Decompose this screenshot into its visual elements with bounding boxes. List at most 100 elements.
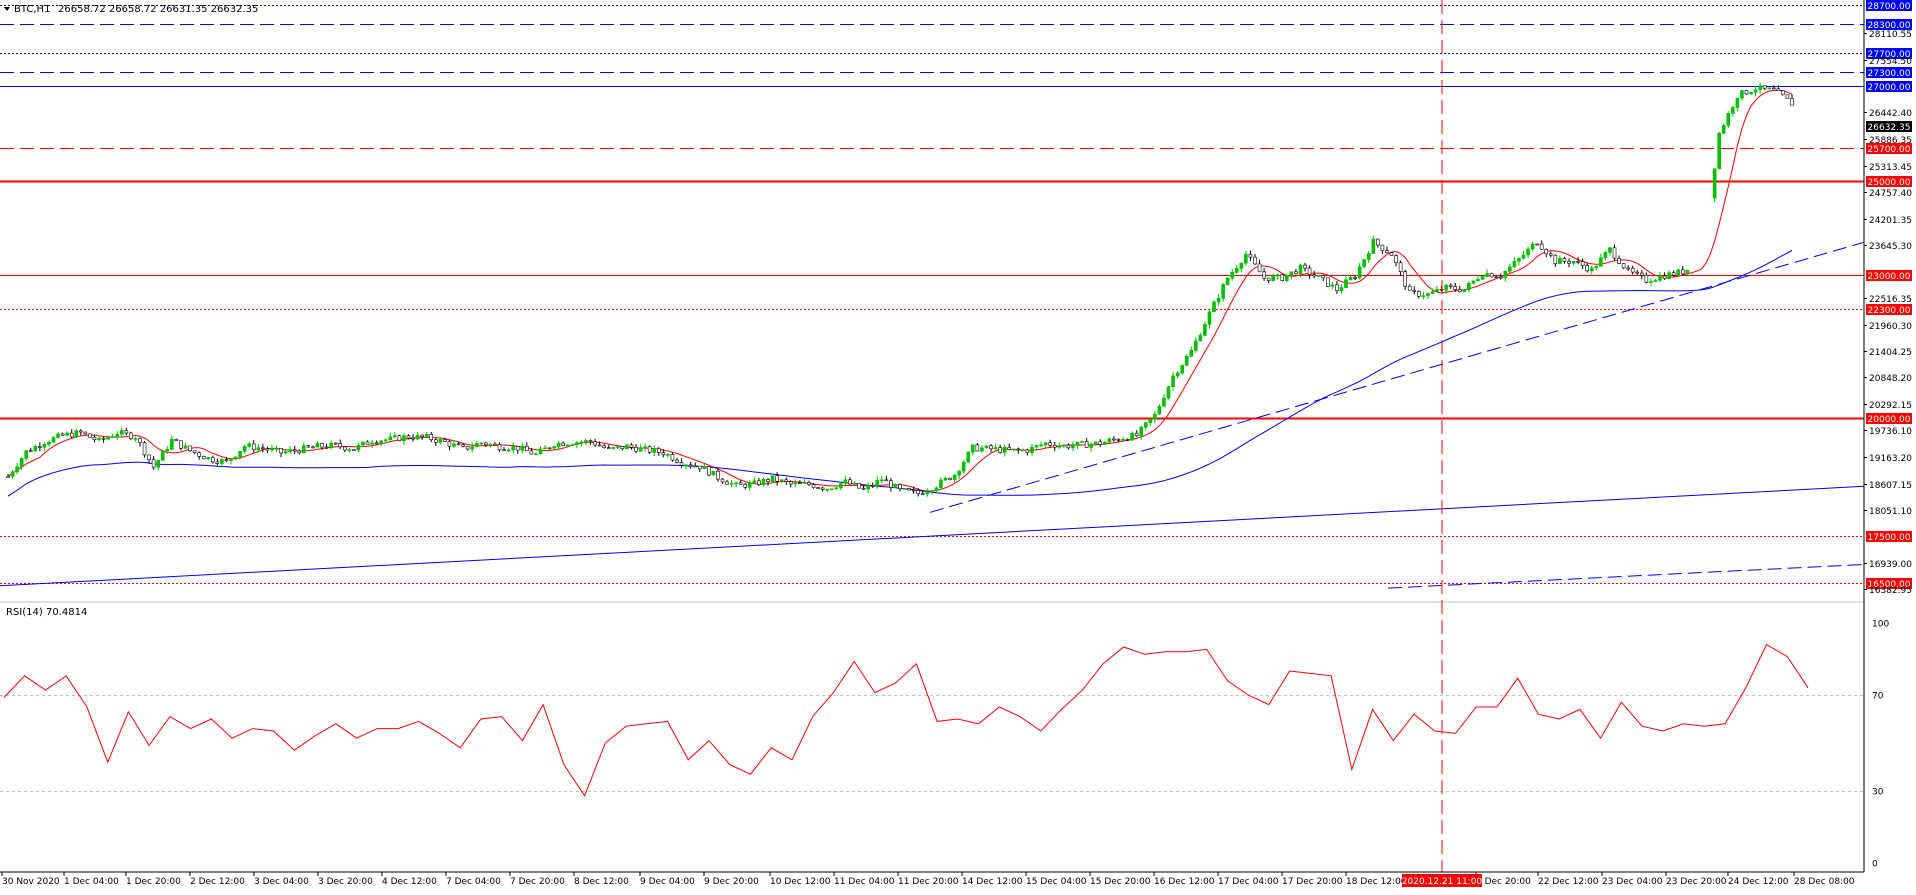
time-tick-label: 23 Dec 04:00 — [1602, 877, 1663, 887]
candle-body — [538, 448, 543, 454]
candle-body — [151, 459, 156, 468]
candle-body — [1589, 267, 1594, 272]
rsi-panel[interactable]: RSI(14) 70.4814 — [0, 607, 1864, 797]
candle-body — [60, 433, 65, 436]
candle-body — [19, 458, 24, 468]
time-tick-label: 18 Dec 12:00 — [1346, 877, 1407, 887]
time-tick-label: 3 Dec 04:00 — [254, 877, 309, 887]
candle-body — [1294, 271, 1298, 275]
rsi-tick-label: 70 — [1872, 692, 1884, 702]
candle-body — [561, 442, 566, 446]
candle-body — [397, 435, 402, 442]
candle-body — [1771, 87, 1776, 90]
candle-body — [1057, 445, 1062, 448]
candle-body — [388, 436, 393, 440]
time-axis[interactable]: 30 Nov 2020 1 Dec 04:00 1 Dec 20:00 2 Dec 1… — [1, 872, 1855, 887]
candle-body — [748, 482, 752, 488]
candle-body — [101, 437, 106, 440]
level-price-tag — [1866, 176, 1912, 187]
candle-body — [411, 437, 415, 440]
candle-body — [197, 452, 201, 457]
price-panel[interactable] — [0, 5, 1865, 589]
candle-body — [1612, 247, 1617, 259]
candle-body — [1649, 281, 1653, 283]
candle-body — [1198, 335, 1203, 342]
candle-body — [1021, 449, 1025, 452]
candle-body — [1721, 125, 1726, 134]
candle-body — [415, 434, 420, 440]
candle-body — [702, 466, 707, 470]
collapse-triangle-icon[interactable] — [4, 7, 10, 11]
candle-body — [210, 457, 215, 463]
candle-body — [379, 440, 383, 444]
candle-body — [584, 440, 588, 443]
crosshair-time-box — [1402, 874, 1482, 887]
candle-body — [1203, 324, 1207, 336]
candle-body — [1521, 254, 1526, 259]
candle-body — [420, 434, 424, 437]
candle-body — [224, 459, 229, 461]
candle-body — [848, 479, 852, 485]
candle-body — [1744, 90, 1749, 95]
price-tick-label: 24201.35 — [1869, 216, 1912, 226]
candle-body — [292, 449, 297, 452]
price-tick-label: 19163.20 — [1869, 454, 1912, 464]
candle-body — [1321, 275, 1326, 279]
candle-body — [861, 487, 866, 490]
level-price-tag — [1866, 578, 1912, 589]
level-price-tag — [1866, 0, 1912, 11]
candle-body — [1275, 274, 1280, 277]
candle-body — [879, 479, 884, 482]
price-tick-label: 28110.55 — [1869, 30, 1912, 40]
candle-body — [811, 484, 816, 488]
candle-body — [1426, 293, 1430, 297]
candle-body — [1644, 274, 1649, 283]
candle-body — [729, 482, 734, 485]
level-price-label: 22300.00 — [1868, 306, 1911, 316]
symbol-label: BTC,H1 — [14, 4, 50, 15]
candle-body — [1366, 253, 1371, 260]
candle-body — [920, 493, 925, 495]
candle-body — [1234, 268, 1239, 273]
candle-body — [115, 433, 120, 437]
candle-body — [1244, 253, 1248, 264]
candle-body — [707, 466, 711, 476]
candle-body — [1776, 88, 1781, 92]
candle-body — [779, 479, 784, 482]
price-axis[interactable]: 28700.00 28300.00 27700.00 27300.00 27000.00… — [1864, 0, 1912, 596]
candle-body — [720, 478, 725, 483]
price-tick-label: 22516.35 — [1869, 295, 1912, 305]
candle-body — [798, 482, 802, 485]
candle-body — [383, 439, 388, 442]
candle-body — [1731, 107, 1735, 114]
price-tick-label: 21404.25 — [1869, 348, 1912, 358]
candle-body — [1508, 266, 1512, 272]
candle-body — [1530, 243, 1535, 250]
candle-body — [643, 446, 647, 449]
candle-body — [1480, 275, 1485, 280]
candle-body — [342, 446, 347, 451]
candle-body — [1180, 364, 1184, 374]
candle-body — [543, 447, 547, 450]
candle-body — [989, 445, 993, 450]
time-tick-label: 10 Dec 12:00 — [770, 877, 831, 887]
candle-body — [829, 488, 834, 491]
candle-body — [807, 482, 811, 485]
candle-body — [474, 443, 479, 448]
candle-body — [106, 437, 110, 440]
candle-body — [65, 432, 69, 436]
candle-body — [870, 485, 875, 487]
candle-body — [1726, 113, 1731, 126]
candle-body — [438, 439, 443, 443]
candle-body — [1457, 289, 1462, 292]
candle-body — [1626, 267, 1630, 270]
candle-body — [365, 441, 370, 445]
price-tick-label: 19736.10 — [1869, 427, 1912, 437]
candle-body — [980, 447, 984, 452]
candle-body — [525, 445, 529, 452]
candle-body — [857, 483, 861, 489]
candle-body — [24, 450, 29, 459]
candle-body — [138, 438, 142, 443]
